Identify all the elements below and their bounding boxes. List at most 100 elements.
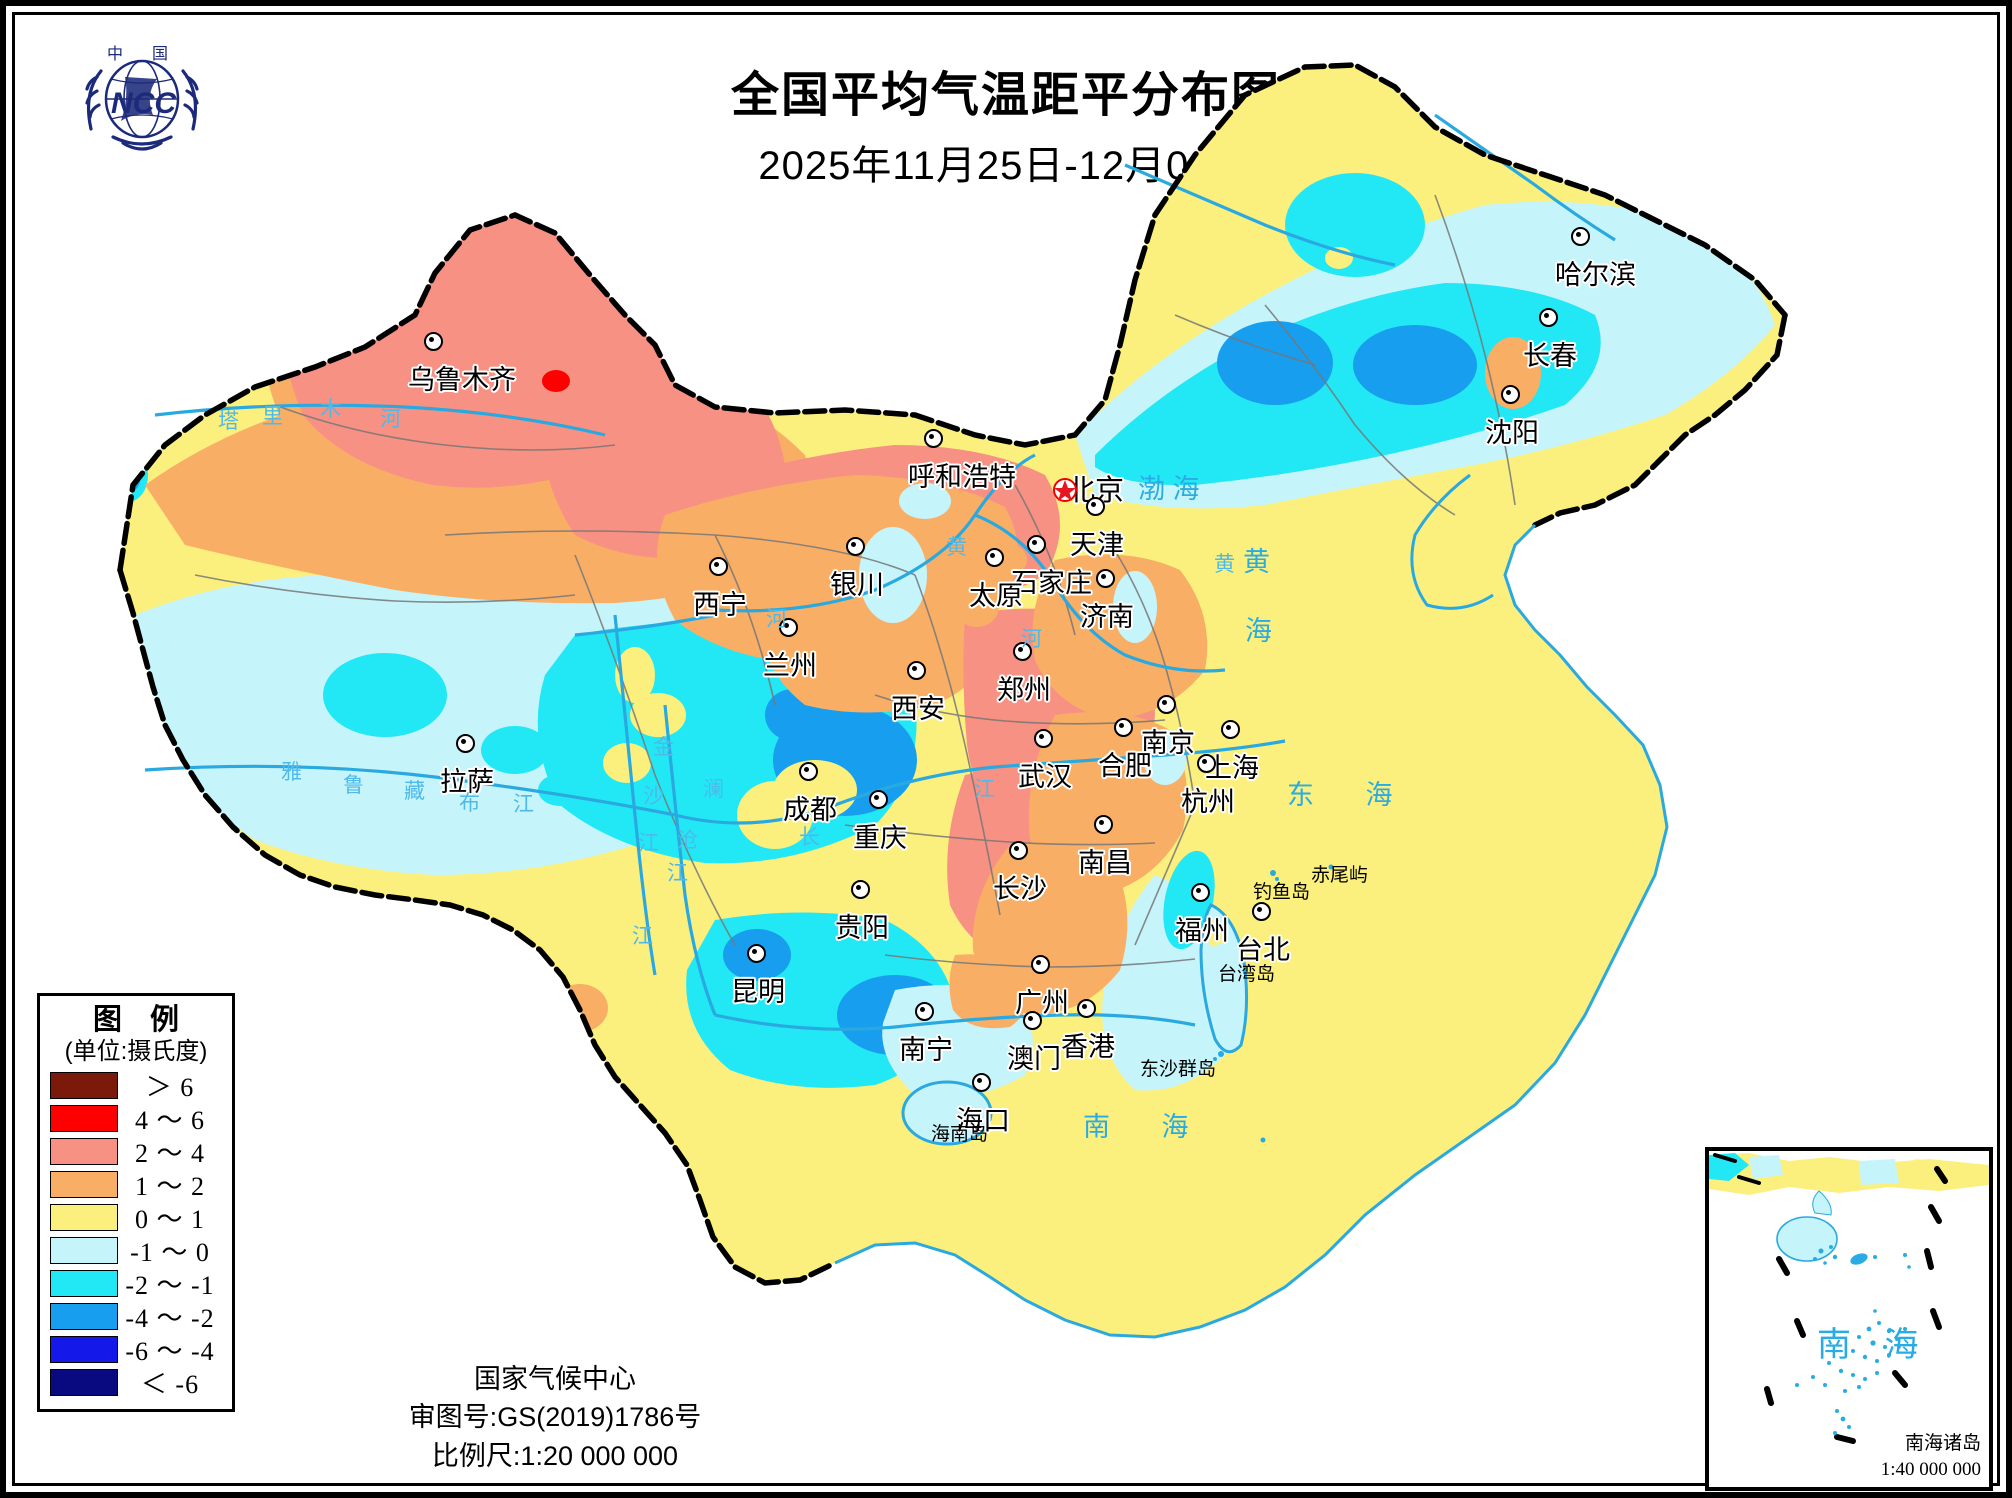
legend-label: 1 ～ 2 (134, 1172, 205, 1202)
legend-title: 图 例 (92, 1004, 190, 1036)
legend-swatch (50, 1270, 118, 1298)
city-label-14: 南京 (1141, 728, 1195, 758)
map-frame: 中 国 NCC 全国平均气温距平分布图 2025年11月25日-12月04日 (12, 12, 2000, 1491)
city-label-18: 杭州 (1181, 787, 1235, 817)
city-marker-icon (1031, 955, 1050, 974)
legend-swatch (50, 1336, 118, 1364)
city-marker-icon (1086, 497, 1105, 516)
inset-caption: 南海诸岛 (1904, 1433, 1981, 1454)
city-label-32: 海口 (956, 1106, 1010, 1136)
city-marker-icon (1252, 902, 1271, 921)
legend-label: 4 ～ 6 (134, 1106, 205, 1136)
river-label-12: 江 (513, 793, 534, 816)
city-label-8: 济南 (1080, 602, 1134, 632)
inset-svg (1709, 1153, 1989, 1444)
city-marker-icon (1571, 227, 1590, 246)
inset-sea-label: 南 海 (1817, 1326, 1931, 1364)
legend-item: 1 ～ 2 (46, 1168, 226, 1201)
legend-swatch (50, 1105, 118, 1133)
city-label-29: 香港 (1061, 1032, 1115, 1062)
credit-approval: 审图号:GS(2019)1786号 (408, 1402, 702, 1433)
city-marker-icon (709, 557, 728, 576)
city-label-30: 澳门 (1007, 1044, 1061, 1074)
river-label-10: 藏 (404, 780, 425, 803)
svg-text:国: 国 (152, 46, 168, 63)
city-marker-icon (846, 537, 865, 556)
sea-label-4: 南 海 (1083, 1112, 1211, 1142)
credit-scale: 比例尺:1:20 000 000 (431, 1440, 679, 1471)
river-label-19: 江 (638, 832, 659, 855)
city-label-2: 长春 (1523, 341, 1577, 371)
city-marker-icon (424, 332, 443, 351)
legend-swatch (50, 1204, 118, 1232)
island-label-3: 东沙群岛 (1140, 1059, 1217, 1080)
city-marker-icon (869, 790, 888, 809)
legend-swatch (50, 1237, 118, 1265)
city-marker-icon (915, 1002, 934, 1021)
legend-item: -2 ～ -1 (46, 1267, 226, 1300)
river-label-1: 里 (262, 405, 283, 428)
legend-label: ＜ -6 (140, 1370, 200, 1400)
river-label-8: 雅 (281, 761, 302, 784)
legend-item: 4 ～ 6 (46, 1102, 226, 1135)
city-marker-icon (851, 880, 870, 899)
city-label-21: 拉萨 (440, 767, 494, 797)
sea-label-2: 海 (1245, 616, 1272, 646)
city-marker-icon (1034, 729, 1053, 748)
city-marker-icon (456, 734, 475, 753)
city-label-20: 重庆 (853, 823, 907, 853)
city-label-7: 太原 (969, 581, 1023, 611)
legend-label: 0 ～ 1 (134, 1205, 205, 1235)
credits-block: 国家气候中心 审图号:GS(2019)1786号 比例尺:1:20 000 00… (345, 1360, 765, 1475)
river-label-15: 江 (667, 862, 688, 885)
city-label-12: 郑州 (997, 675, 1051, 705)
river-label-21: 江 (974, 778, 995, 801)
city-label-17: 武汉 (1018, 762, 1072, 792)
island-label-4: 海南岛 (931, 1124, 989, 1145)
river-label-20: 长 (799, 826, 820, 849)
city-label-28: 广州 (1015, 988, 1069, 1018)
river-label-13: 澜 (703, 778, 724, 801)
river-label-0: 塔 (218, 410, 239, 433)
national-boundary (117, 62, 1788, 1286)
river-label-2: 木 (320, 398, 341, 421)
legend-label: ＞ 6 (145, 1073, 195, 1103)
city-label-24: 贵阳 (835, 913, 889, 943)
city-marker-icon (1539, 308, 1558, 327)
rivers (144, 113, 1616, 1031)
map-svg (117, 62, 1788, 1339)
river-label-4: 黄 (946, 536, 967, 559)
legend-swatch (50, 1072, 118, 1100)
city-marker-icon (1191, 883, 1210, 902)
city-label-15: 合肥 (1098, 751, 1152, 781)
map-title: 全国平均气温距平分布图 (730, 69, 1281, 122)
city-marker-icon (747, 944, 766, 963)
china-anomaly-map (15, 15, 2006, 1492)
city-marker-icon (1094, 815, 1113, 834)
city-marker-icon (1009, 841, 1028, 860)
city-marker-icon (1221, 720, 1240, 739)
ncc-logo-icon: 中 国 NCC (57, 37, 227, 157)
city-marker-icon (799, 762, 818, 781)
coastline (834, 473, 1669, 1339)
south-china-sea-inset: 南 海 南海诸岛 1:40 000 000 (1705, 1147, 1993, 1491)
city-label-22: 南昌 (1078, 848, 1132, 878)
city-label-4: 呼和浩特 (908, 462, 1016, 492)
city-marker-icon (907, 661, 926, 680)
legend-item: 0 ～ 1 (46, 1201, 226, 1234)
city-label-11: 兰州 (763, 651, 817, 681)
river-label-6: 黄 (1214, 553, 1235, 576)
river-label-5: 河 (766, 608, 787, 631)
city-marker-icon (1027, 535, 1046, 554)
city-label-10: 西宁 (693, 590, 747, 620)
city-label-6: 石家庄 (1011, 568, 1092, 598)
legend-label: -1 ～ 0 (130, 1238, 210, 1268)
river-label-7: 河 (1021, 628, 1042, 651)
legend-item: ＜ -6 (46, 1366, 226, 1399)
city-marker-icon (1077, 999, 1096, 1018)
city-marker-icon (924, 429, 943, 448)
city-label-31: 南宁 (899, 1035, 953, 1065)
river-label-14: 沧 (677, 829, 698, 852)
